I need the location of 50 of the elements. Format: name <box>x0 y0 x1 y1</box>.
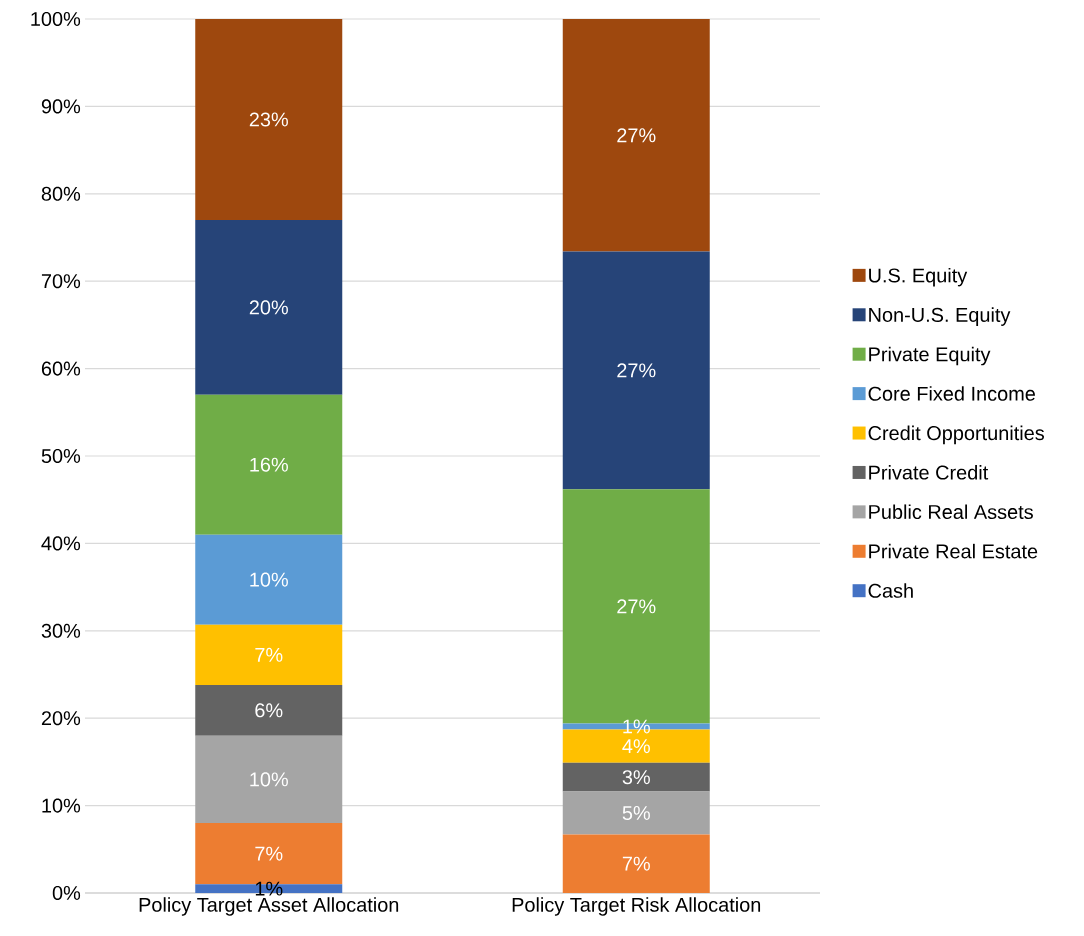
bar <box>562 762 710 792</box>
legend-label: Private Credit <box>869 464 989 480</box>
x-tick-label: Policy Target Risk Allocation <box>512 897 761 916</box>
data-label: 6% <box>255 703 283 718</box>
y-tick-label: 20% <box>41 711 81 726</box>
bar <box>195 220 343 395</box>
legend-label: Credit Opportunities <box>868 425 1045 445</box>
data-label: 5% <box>622 806 650 821</box>
data-label: 3% <box>622 770 650 785</box>
y-tick-label: 100% <box>31 11 81 27</box>
data-label: 10% <box>250 772 288 787</box>
y-tick-label: 90% <box>41 99 81 114</box>
bar <box>195 624 343 685</box>
data-label: 27% <box>617 128 656 143</box>
bar <box>562 791 710 835</box>
data-label: 16% <box>250 457 288 472</box>
bar <box>195 735 343 824</box>
bar <box>562 251 710 490</box>
data-label: 27% <box>617 599 656 614</box>
y-tick-label: 60% <box>41 361 81 376</box>
legend-label: Public Real Assets <box>869 504 1033 520</box>
legend-label: Private Real Estate <box>869 543 1038 559</box>
legend-label: Cash <box>868 583 913 598</box>
data-label: 10% <box>250 572 288 587</box>
bar <box>195 394 343 535</box>
bar <box>195 684 343 736</box>
bar <box>195 534 343 625</box>
bar <box>562 834 710 893</box>
y-tick-label: 80% <box>41 186 81 201</box>
x-tick-label: Policy Target Asset Allocation <box>139 897 399 916</box>
y-tick-label: 0% <box>52 885 81 901</box>
data-label: 7% <box>255 846 283 861</box>
data-label: 1% <box>255 881 283 896</box>
y-tick-label: 50% <box>41 448 81 464</box>
data-label: 7% <box>255 647 283 662</box>
bar <box>562 18 710 252</box>
y-tick-label: 40% <box>41 536 81 551</box>
data-label: 7% <box>622 856 650 871</box>
y-tick-label: 30% <box>41 623 81 638</box>
data-label: 27% <box>617 363 656 378</box>
legend-label: Core Fixed Income <box>868 386 1035 401</box>
data-label: 4% <box>622 739 650 754</box>
legend-label: U.S. Equity <box>869 267 968 287</box>
legend-label: Private Equity <box>869 346 991 366</box>
data-label: 20% <box>249 300 288 315</box>
legend-label: Non-U.S. Equity <box>869 307 1011 326</box>
bar <box>195 18 343 221</box>
y-tick-label: 70% <box>41 274 81 289</box>
y-tick-label: 10% <box>42 798 81 813</box>
data-label: 23% <box>249 112 288 127</box>
